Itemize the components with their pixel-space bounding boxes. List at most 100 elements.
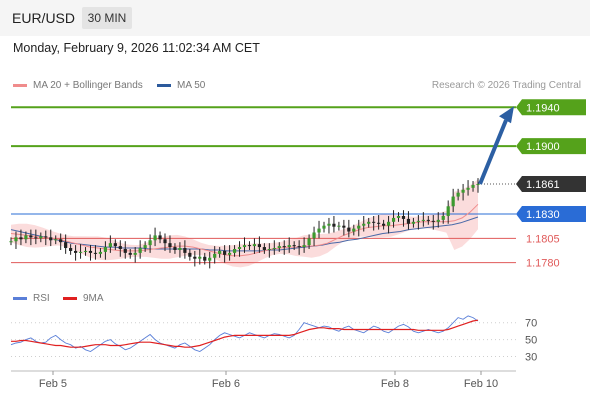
candle-body xyxy=(357,225,361,229)
price-tag-1.1900 xyxy=(516,138,586,155)
candle-body xyxy=(158,235,162,240)
candle-body xyxy=(83,250,88,252)
copyright-text: Research © 2026 Trading Central xyxy=(431,80,581,91)
ma9-legend-label: 9MA xyxy=(83,293,104,304)
candles-group xyxy=(9,178,480,269)
legend-9ma: 9MA xyxy=(63,293,104,304)
candle-body xyxy=(218,250,222,254)
candle-body xyxy=(461,189,465,193)
candle-body xyxy=(232,248,237,253)
candle-body xyxy=(257,244,262,248)
candle-body xyxy=(128,252,132,255)
candle-body xyxy=(108,243,112,248)
candle-body xyxy=(406,218,411,224)
price-label-1.1780: 1.1780 xyxy=(526,258,560,270)
candle-body xyxy=(287,245,291,248)
candle-body xyxy=(34,237,38,239)
candle-body xyxy=(252,244,257,247)
forecast-arrow-shaft xyxy=(478,119,508,185)
candle-body xyxy=(416,220,420,222)
x-tick-label: Feb 6 xyxy=(212,378,240,390)
candle-body xyxy=(203,256,207,261)
candle-body xyxy=(183,248,187,253)
candle-body xyxy=(242,245,247,248)
candle-body xyxy=(451,196,455,207)
price-label-1.1861: 1.1861 xyxy=(526,179,560,191)
candle-body xyxy=(93,252,98,254)
candle-body xyxy=(44,236,48,238)
candle-body xyxy=(317,228,321,233)
candle-body xyxy=(272,248,276,250)
rsi-tick-30: 30 xyxy=(525,352,537,364)
candle-body xyxy=(352,228,356,232)
candle-body xyxy=(367,221,371,224)
candle-body xyxy=(411,221,416,224)
candle-body xyxy=(148,240,152,246)
candle-body xyxy=(113,243,117,247)
candle-body xyxy=(247,245,252,247)
candle-body xyxy=(188,252,192,257)
price-label-1.1830: 1.1830 xyxy=(526,209,560,221)
candle-body xyxy=(466,187,470,190)
timeframe-button[interactable]: 30 MIN xyxy=(82,7,132,29)
candle-body xyxy=(446,206,450,216)
candle-body xyxy=(426,219,430,221)
candle-body xyxy=(178,248,182,250)
candle-body xyxy=(302,245,306,248)
price-tag-1.1830 xyxy=(516,206,586,223)
candle-body xyxy=(153,235,157,241)
candle-body xyxy=(237,247,242,249)
symbol-label: EUR/USD xyxy=(12,10,76,26)
price-label-1.1805: 1.1805 xyxy=(526,233,560,245)
candle-body xyxy=(208,257,212,261)
candle-body xyxy=(14,237,18,242)
candle-body xyxy=(307,238,311,246)
rsi-line xyxy=(10,315,479,352)
candle-body xyxy=(143,245,147,249)
candle-body xyxy=(173,247,177,250)
rsi-tick-70: 70 xyxy=(525,318,537,330)
candle-body xyxy=(292,245,296,247)
candle-body xyxy=(436,219,440,222)
candle-body xyxy=(123,248,127,253)
candle-body xyxy=(372,221,376,223)
ma20-line xyxy=(10,203,479,257)
candle-body xyxy=(103,247,107,252)
rsi-swatch xyxy=(13,296,27,300)
candle-body xyxy=(456,192,460,197)
candle-body xyxy=(476,183,480,185)
timestamp: Monday, February 9, 2026 11:02:34 AM CET xyxy=(13,41,260,55)
candle-body xyxy=(69,248,73,251)
price-label-1.1940: 1.1940 xyxy=(526,102,560,114)
forecast-arrow-head xyxy=(499,106,514,124)
candle-body xyxy=(391,217,396,222)
candle-body xyxy=(277,246,281,249)
candle-body xyxy=(98,251,103,254)
candle-body xyxy=(227,252,232,255)
candle-body xyxy=(386,221,391,226)
candle-body xyxy=(362,223,366,226)
candle-body xyxy=(262,247,266,250)
candle-body xyxy=(297,246,301,248)
rsi-tick-50: 50 xyxy=(525,335,537,347)
x-tick-label: Feb 8 xyxy=(381,378,409,390)
rsi-ma9-line xyxy=(11,319,479,348)
ma20-legend-label: MA 20 + Bollinger Bands xyxy=(33,80,143,91)
candle-body xyxy=(49,237,53,241)
candle-body xyxy=(431,220,435,222)
price-tag-1.1861 xyxy=(516,175,586,192)
candle-body xyxy=(198,256,202,259)
price-label-1.1900: 1.1900 xyxy=(526,141,560,153)
candle-body xyxy=(223,250,227,255)
ma50-legend-label: MA 50 xyxy=(177,80,206,91)
candle-body xyxy=(337,225,341,227)
ma50-swatch xyxy=(157,83,171,87)
candle-body xyxy=(64,242,68,249)
candle-body xyxy=(29,235,33,238)
candle-body xyxy=(168,243,172,248)
candle-body xyxy=(59,239,63,243)
candle-body xyxy=(327,223,331,226)
candle-body xyxy=(312,232,316,239)
candle-body xyxy=(73,250,78,253)
